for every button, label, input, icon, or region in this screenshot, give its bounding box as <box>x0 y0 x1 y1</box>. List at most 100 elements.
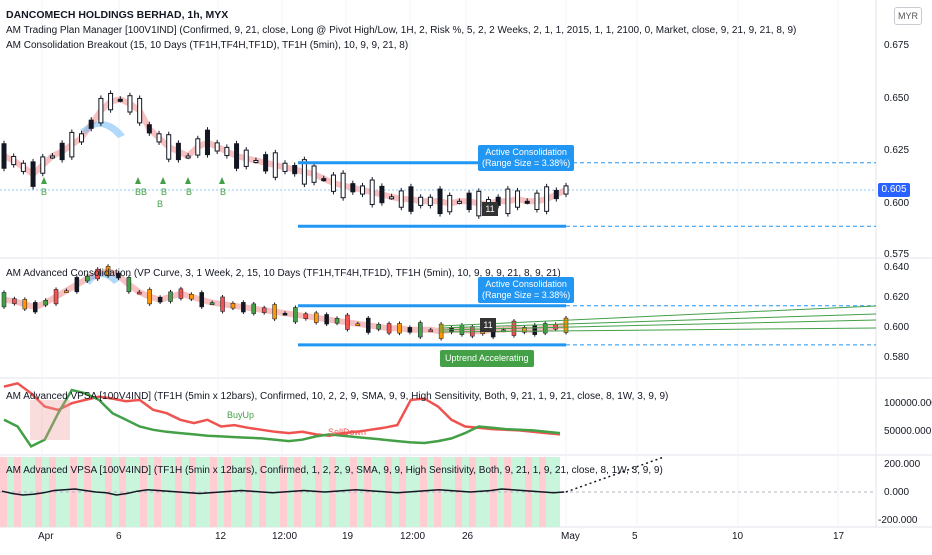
x-tick-label: May <box>561 531 580 542</box>
candle-body <box>408 186 414 212</box>
candle-body <box>32 302 38 313</box>
candle-body <box>321 178 327 182</box>
candle-body <box>379 185 385 204</box>
candle-body <box>272 152 278 178</box>
candle-body <box>293 307 298 323</box>
x-tick-label: 6 <box>116 531 122 542</box>
currency-badge[interactable]: MYR <box>894 7 922 25</box>
candle-body <box>292 165 298 175</box>
candle-body <box>253 160 259 164</box>
candle-body <box>476 190 482 217</box>
candle-body <box>386 323 392 334</box>
candle-body <box>544 186 550 212</box>
candle-body <box>261 307 267 313</box>
buy-signal-triangle <box>185 177 191 184</box>
candle-body <box>282 162 288 172</box>
signal-b-label: B <box>161 187 168 197</box>
vpsa-background-stripe <box>301 457 308 527</box>
candle-body <box>43 300 48 306</box>
vpsa-background-stripe <box>434 457 441 527</box>
candle-body <box>40 156 46 174</box>
candle-body <box>241 302 246 313</box>
candle-body <box>427 196 433 206</box>
candle-body <box>117 98 123 102</box>
candle-body <box>466 192 472 210</box>
selldown-label: SellDown <box>328 427 367 437</box>
y-tick-label: 0.625 <box>884 145 910 156</box>
signal-b-label: B <box>220 187 227 197</box>
trend-fan-line <box>439 319 877 331</box>
buyup-label: BuyUp <box>227 410 255 420</box>
candle-body <box>505 188 511 215</box>
candle-body <box>137 291 142 295</box>
candle-body <box>195 138 201 156</box>
indicator-1-legend[interactable]: AM Trading Plan Manager [100V1IND] (Conf… <box>6 25 797 36</box>
candle-body <box>282 312 288 316</box>
candle-body <box>147 289 152 305</box>
candle-body <box>88 119 94 129</box>
candle-body <box>345 314 350 330</box>
candle-body <box>350 183 356 193</box>
x-tick-label: 12 <box>215 531 227 542</box>
uptrend-accelerating-callout: Uptrend Accelerating <box>440 350 534 367</box>
candle-body <box>12 298 17 304</box>
candle-body <box>105 265 111 277</box>
pane2-legend[interactable]: AM Advanced Consolidation (VP Curve, 3, … <box>6 268 561 279</box>
vpsa-background-stripe <box>308 457 315 527</box>
vpsa-background-stripe <box>511 457 518 527</box>
candle-body <box>156 133 162 143</box>
candle-body <box>49 155 55 159</box>
y-tick-label: 0.575 <box>884 249 910 260</box>
signal-b-label: B <box>41 187 48 197</box>
candle-body <box>398 190 404 208</box>
x-tick-label: 10 <box>732 531 744 542</box>
y-tick-label: -200.000 <box>878 515 918 526</box>
candle-body <box>418 196 424 206</box>
candle-body <box>376 324 381 330</box>
candle-body <box>334 318 340 324</box>
candle-body <box>534 192 540 210</box>
y-tick-label: 0.650 <box>884 93 910 104</box>
y-tick-label: 0.620 <box>884 292 910 303</box>
x-tick-label: Apr <box>38 531 54 542</box>
x-tick-label: 17 <box>833 531 845 542</box>
buy-signal-triangle <box>160 177 166 184</box>
pane4-legend[interactable]: AM Advanced VPSA [100V4IND] (TF1H (5min … <box>6 465 663 476</box>
candle-body <box>447 194 453 213</box>
candle-body <box>11 155 17 166</box>
vpsa-background-stripe <box>49 457 56 527</box>
chart-title: DANCOMECH HOLDINGS BERHAD, 1h, MYX <box>6 9 229 21</box>
x-tick-label: 12:00 <box>400 531 426 542</box>
x-tick-label: 12:00 <box>272 531 298 542</box>
candle-body <box>53 289 59 305</box>
vpsa-background-stripe <box>140 457 147 527</box>
y-tick-label: 0.675 <box>884 40 910 51</box>
candle-body <box>553 324 558 330</box>
candle-body <box>95 268 100 280</box>
consolidation-box-label: 11 <box>482 202 498 216</box>
candle-body <box>369 179 375 206</box>
vpsa-background-stripe <box>518 457 525 527</box>
candle-body <box>220 296 225 312</box>
buy-signal-triangle <box>135 177 141 184</box>
candle-body <box>85 275 90 282</box>
pane3-legend[interactable]: AM Advanced VPSA [100V4IND] (TF1H (5min … <box>6 391 669 402</box>
candle-body <box>360 185 366 195</box>
y-tick-label: 200.000 <box>884 459 921 470</box>
indicator-2-legend[interactable]: AM Consolidation Breakout (15, 10 Days (… <box>6 40 409 51</box>
candle-body <box>366 317 371 333</box>
candle-body <box>303 313 309 319</box>
buy-signal-triangle <box>41 177 47 184</box>
vpsa-background-stripe <box>7 457 14 527</box>
vpsa-background-stripe <box>126 457 133 527</box>
vpsa-background-stripe <box>336 457 343 527</box>
vpsa-background-stripe <box>84 457 91 527</box>
candle-body <box>324 314 329 325</box>
candle-body <box>126 277 132 293</box>
y-tick-label: 0.000 <box>884 487 910 498</box>
candle-body <box>340 172 346 199</box>
candle-body <box>22 299 28 310</box>
candle-body <box>553 189 559 200</box>
